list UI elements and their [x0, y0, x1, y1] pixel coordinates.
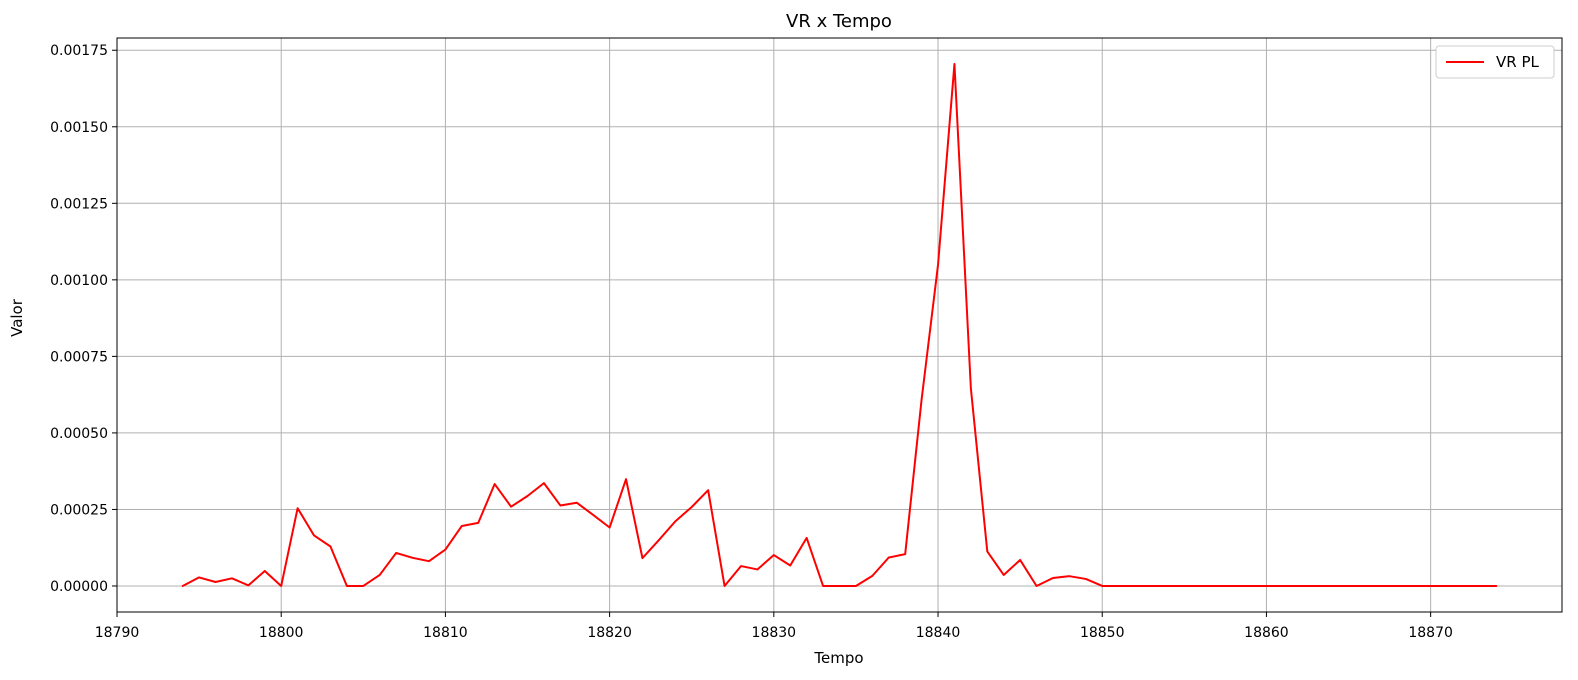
- y-tick-label: 0.00125: [50, 196, 108, 212]
- x-tick-label: 18810: [423, 625, 468, 641]
- x-axis-ticks: 18790 18800 18810 18820 18830 18840 18850 18860…: [95, 612, 1453, 641]
- y-axis-ticks: 0.00000 0.00025 0.00050 0.00075 0.00100 0.001…: [50, 43, 117, 595]
- x-tick-label: 18860: [1244, 625, 1289, 641]
- plot-frame: [116, 37, 1563, 613]
- y-tick-label: 0.00175: [50, 43, 108, 59]
- y-tick-label: 0.00075: [50, 349, 108, 365]
- y-tick-label: 0.00000: [50, 579, 108, 595]
- y-tick-label: 0.00100: [50, 273, 108, 289]
- legend: VR PL: [1435, 45, 1555, 79]
- x-tick-label: 18820: [587, 625, 632, 641]
- y-tick-label: 0.00150: [50, 120, 108, 136]
- x-tick-label: 18870: [1408, 625, 1453, 641]
- x-tick-label: 18830: [752, 625, 797, 641]
- legend-label-vr-pl: VR PL: [1496, 53, 1539, 71]
- x-axis-label: Tempo: [813, 649, 863, 667]
- x-tick-label: 18800: [259, 625, 304, 641]
- x-tick-label: 18840: [916, 625, 961, 641]
- grid: [116, 38, 1562, 612]
- y-tick-label: 0.00050: [50, 426, 108, 442]
- chart-title: VR x Tempo: [786, 11, 892, 32]
- legend-box: [1435, 45, 1555, 79]
- x-tick-label: 18850: [1080, 625, 1125, 641]
- x-tick-label: 18790: [95, 625, 140, 641]
- series-layer: [181, 63, 1498, 587]
- y-tick-label: 0.00025: [50, 502, 108, 518]
- series-line-vr-pl: [181, 63, 1498, 587]
- y-axis-label: Valor: [8, 298, 26, 337]
